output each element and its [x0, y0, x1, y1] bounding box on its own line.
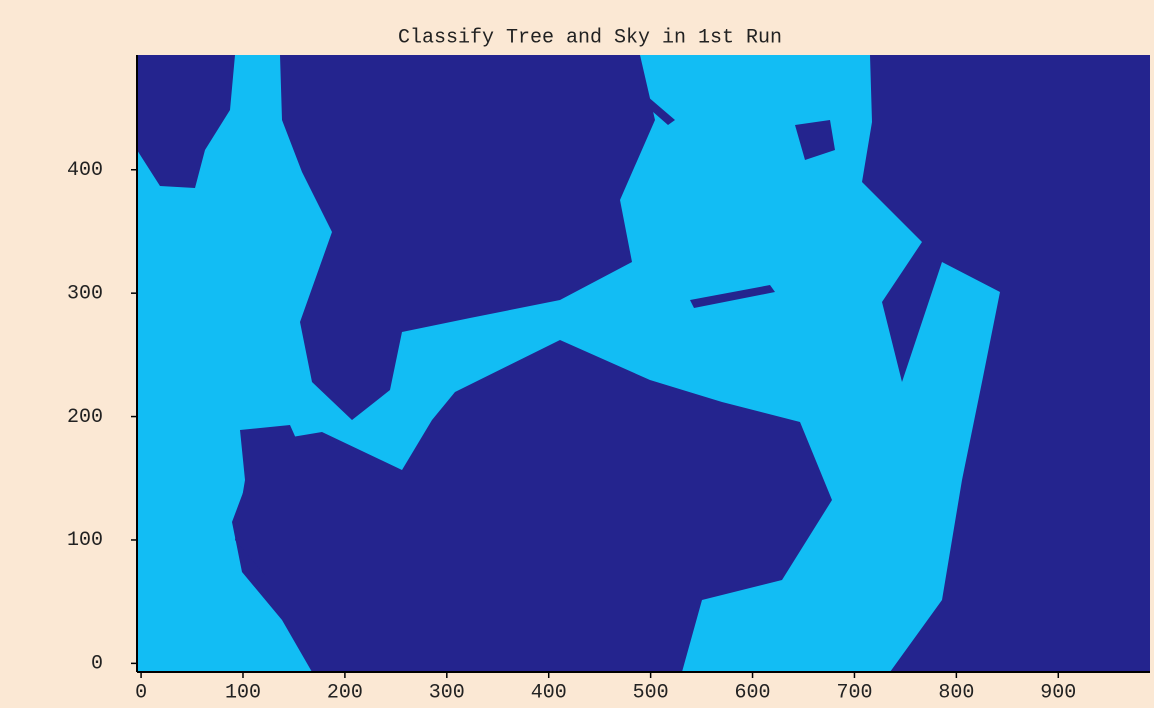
page: Classify Tree and Sky in 1st Run 0 100 200…	[0, 0, 1154, 708]
x-tick-label: 200	[327, 681, 363, 704]
x-tick-label: 0	[135, 681, 147, 704]
chart-title: Classify Tree and Sky in 1st Run	[398, 26, 782, 49]
x-tick-label: 400	[531, 681, 567, 704]
y-tick-label: 100	[67, 529, 103, 552]
x-tick-label: 900	[1040, 681, 1076, 704]
y-tick-label: 400	[67, 159, 103, 182]
x-tick-label: 700	[836, 681, 872, 704]
chart: Classify Tree and Sky in 1st Run 0 100 200…	[0, 0, 1154, 708]
y-tick-label: 200	[67, 406, 103, 429]
x-tick-label: 300	[429, 681, 465, 704]
x-tick-label: 500	[633, 681, 669, 704]
x-tick-label: 100	[225, 681, 261, 704]
y-tick-label: 0	[91, 653, 103, 676]
x-tick-label: 600	[735, 681, 771, 704]
y-tick-label: 300	[67, 282, 103, 305]
x-tick-label: 800	[938, 681, 974, 704]
